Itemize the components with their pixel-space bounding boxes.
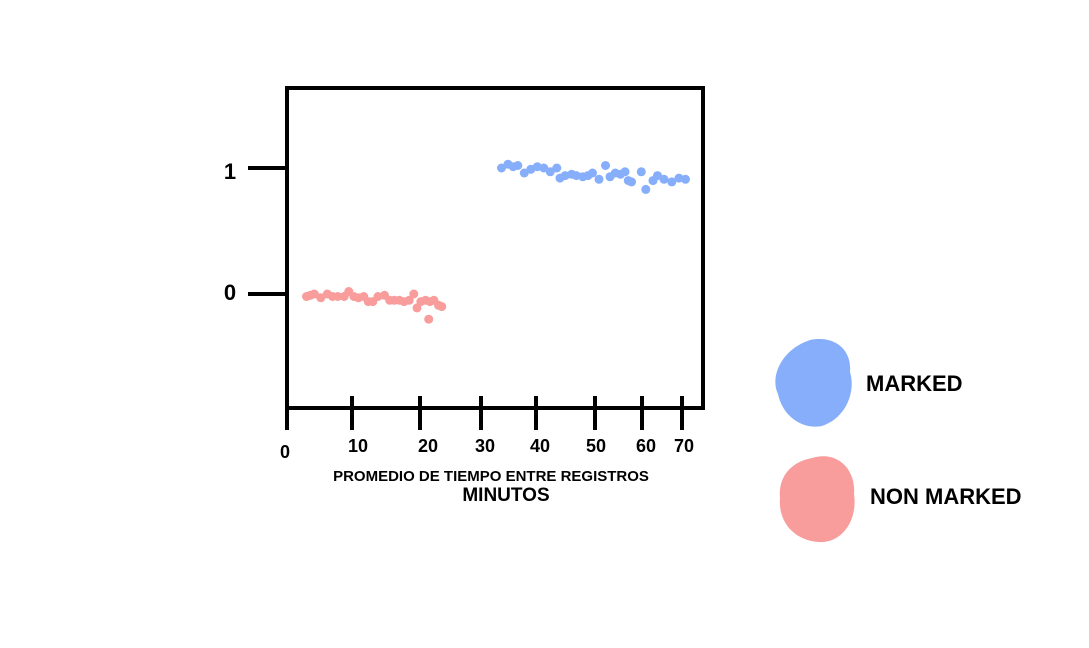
marked-point	[588, 168, 597, 178]
marked-point	[627, 177, 636, 187]
data-points	[302, 159, 690, 324]
x-tick-label: 50	[586, 436, 606, 456]
y-tick-label-1: 1	[224, 159, 236, 184]
marked-point	[497, 163, 506, 173]
x-tick-label: 10	[348, 436, 368, 456]
non-marked-point	[316, 293, 326, 303]
marked-point	[513, 161, 523, 170]
plot-frame	[285, 86, 705, 410]
non-marked-point	[309, 289, 319, 299]
x-tick-label: 0	[280, 442, 290, 462]
marked-point	[601, 161, 610, 170]
non-marked-point	[404, 295, 414, 305]
x-tick-label: 20	[418, 436, 438, 456]
x-tick-label: 40	[530, 436, 550, 456]
x-axis-unit: MINUTOS	[462, 485, 549, 506]
marked-point	[594, 174, 604, 184]
x-tick-label: 30	[475, 436, 495, 456]
non-marked-point	[437, 302, 447, 312]
non-marked-point	[409, 289, 419, 299]
legend: MARKED NON MARKED	[775, 339, 1022, 543]
x-axis-ticks: 0 10 20 30 40 50 60 70	[280, 396, 694, 462]
x-tick-label: 70	[674, 436, 694, 456]
legend-swatch-marked	[775, 339, 852, 427]
legend-label-non-marked: NON MARKED	[870, 484, 1022, 509]
legend-swatch-non-marked	[779, 456, 855, 543]
non-marked-point	[424, 314, 434, 324]
x-axis-label: PROMEDIO DE TIEMPO ENTRE REGISTROS	[333, 468, 649, 485]
marked-point	[659, 174, 669, 184]
marked-point	[539, 163, 549, 173]
marked-point	[667, 177, 677, 187]
marked-point	[552, 163, 562, 173]
legend-label-marked: MARKED	[866, 371, 963, 396]
marked-point	[641, 184, 651, 194]
non-marked-point	[333, 292, 343, 301]
marked-point	[636, 167, 646, 177]
marked-point	[620, 167, 630, 177]
marked-point	[545, 167, 555, 177]
marked-point	[681, 174, 690, 184]
y-tick-label-0: 0	[224, 280, 236, 305]
x-tick-label: 60	[636, 436, 656, 456]
